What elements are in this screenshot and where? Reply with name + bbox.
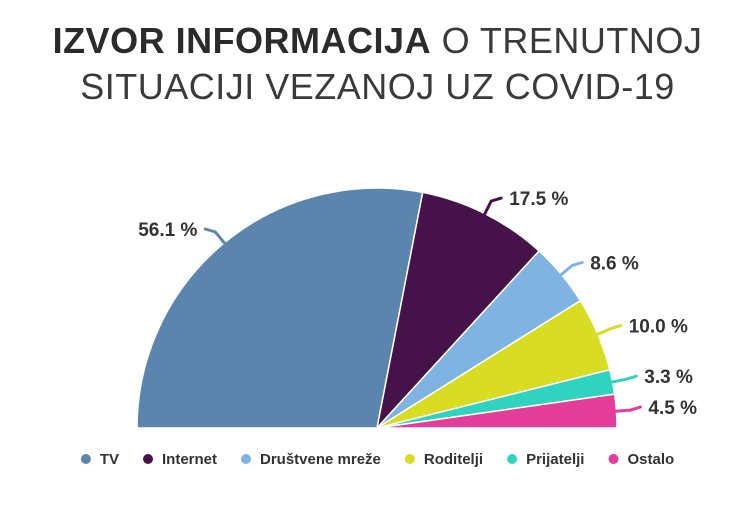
data-label-roditelji: 10.0 % (629, 317, 688, 338)
legend-item-tv: TV (80, 451, 119, 468)
pie-slices (136, 187, 618, 431)
legend-item-ostalo: Ostalo (608, 451, 675, 468)
chart-title-line1: IZVOR INFORMACIJA O TRENUTNOJ (0, 18, 755, 64)
legend-label-roditelji: Roditelji (424, 451, 483, 468)
legend-label-ostalo: Ostalo (628, 451, 675, 468)
data-labels: 56.1 % 17.5 % 8.6 % 10.0 % 3.3 % 4.5 % (138, 189, 697, 419)
legend-item-roditelji: Roditelji (404, 451, 483, 468)
leader-line-tv (203, 227, 228, 246)
legend-label-drustvene-mreze: Društvene mreže (260, 451, 381, 468)
chart-title-line2: SITUACIJI VEZANOJ UZ COVID-19 (80, 66, 675, 107)
legend-swatch-ostalo (608, 454, 619, 464)
chart-title: IZVOR INFORMACIJA O TRENUTNOJ SITUACIJI … (0, 18, 755, 110)
legend-item-internet: Internet (143, 451, 217, 468)
legend-label-tv: TV (100, 451, 119, 468)
data-label-prijatelji: 3.3 % (644, 367, 693, 388)
legend-swatch-prijatelji (507, 454, 518, 464)
leader-line-ostalo (612, 405, 642, 413)
legend-swatch-tv (80, 454, 91, 464)
leader-line-roditelji (594, 324, 623, 337)
legend-label-internet: Internet (162, 451, 217, 468)
data-label-drustvene-mreze: 8.6 % (590, 254, 639, 275)
chart-title-bold: IZVOR INFORMACIJA (52, 20, 432, 61)
legend-item-drustvene-mreze: Društvene mreže (241, 451, 381, 468)
label-leader-lines (203, 196, 642, 413)
leader-line-drustvene-mreze (558, 261, 584, 278)
legend-swatch-roditelji (404, 454, 415, 464)
leader-line-prijatelji (609, 374, 638, 384)
legend-label-prijatelji: Prijatelji (526, 451, 584, 468)
legend-item-prijatelji: Prijatelji (507, 451, 584, 468)
legend: TV Internet Društvene mreže Roditelji Prijat… (80, 451, 675, 468)
data-label-internet: 17.5 % (509, 189, 568, 210)
chart-title-rest: O TRENUTNOJ (431, 20, 703, 61)
data-label-ostalo: 4.5 % (648, 398, 697, 419)
legend-swatch-drustvene-mreze (241, 454, 251, 464)
leader-line-internet (482, 196, 503, 217)
data-label-tv: 56.1 % (138, 220, 197, 241)
legend-swatch-internet (143, 454, 153, 464)
